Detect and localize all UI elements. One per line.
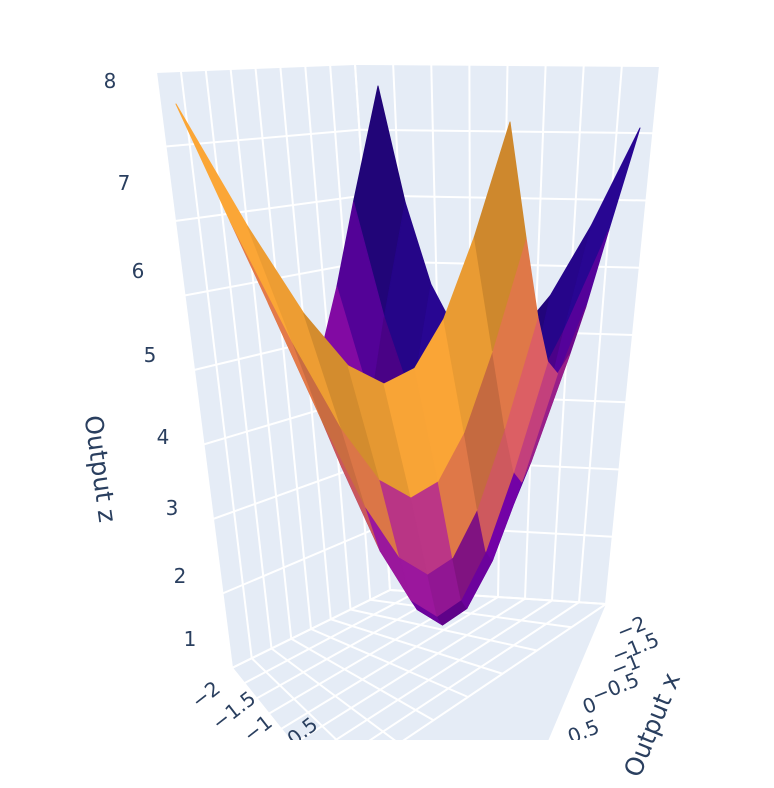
z-tick-label: 7 bbox=[118, 171, 131, 195]
y-gridline bbox=[204, 69, 273, 649]
z-tick-label: 2 bbox=[174, 564, 187, 588]
floor-gridline bbox=[350, 608, 538, 652]
x-tick-label: 0.5 bbox=[564, 714, 602, 748]
surface-face[interactable] bbox=[473, 121, 527, 352]
z-tick-label: 1 bbox=[184, 627, 197, 651]
floor-gridline bbox=[333, 599, 553, 740]
floor-gridline bbox=[368, 601, 580, 740]
z-axis-title: Output z bbox=[79, 413, 123, 524]
floor-gridline bbox=[370, 598, 572, 629]
floor-gridline bbox=[330, 618, 503, 675]
floor-gridline bbox=[298, 597, 526, 740]
y-gridline bbox=[229, 68, 293, 639]
surface-mesh[interactable] bbox=[175, 85, 641, 626]
x-gridline bbox=[605, 65, 661, 605]
x-gridline bbox=[578, 65, 623, 603]
y-gridline bbox=[179, 70, 253, 659]
y-gridline bbox=[254, 67, 312, 630]
z-tick-label: 6 bbox=[132, 259, 145, 283]
floor-gridline bbox=[280, 596, 499, 730]
y-gridline bbox=[155, 71, 233, 669]
z-tick-label: 5 bbox=[144, 343, 157, 367]
z-tick-label: 8 bbox=[104, 69, 117, 93]
z-tick-label: 3 bbox=[166, 496, 179, 520]
floor-gridline bbox=[402, 603, 607, 740]
z-tick-label: 4 bbox=[157, 425, 170, 449]
